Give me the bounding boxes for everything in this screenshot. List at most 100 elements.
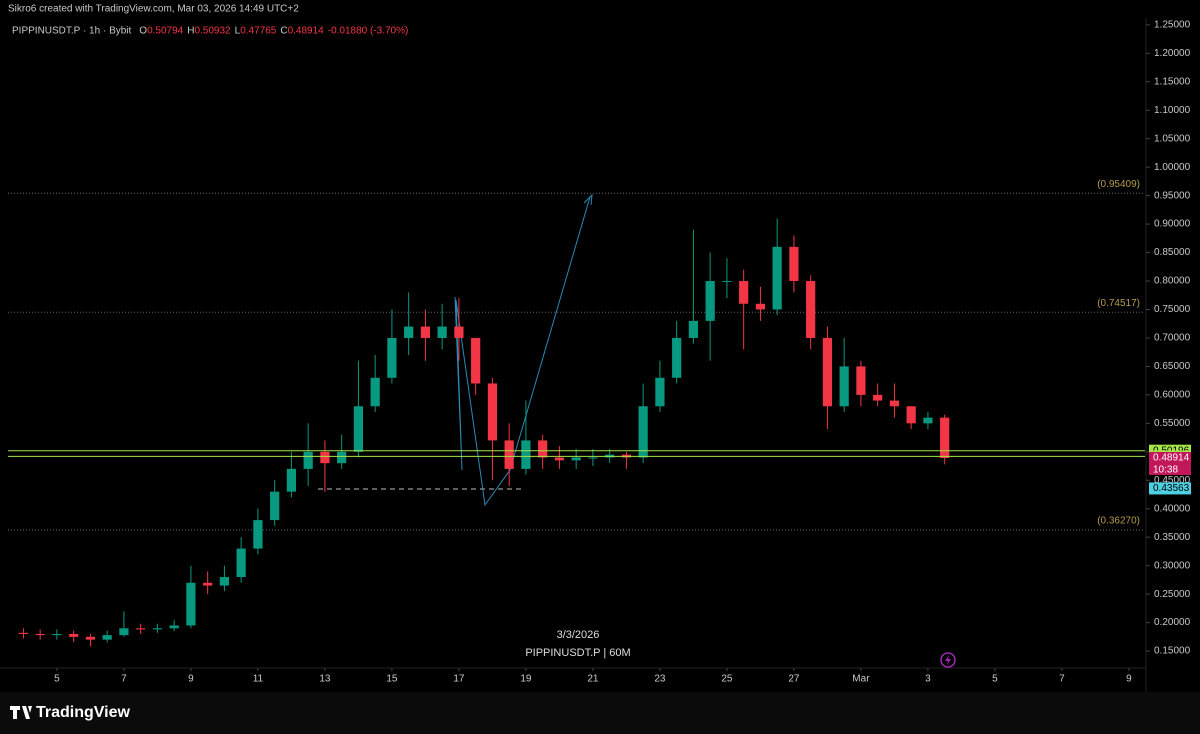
y-tick-label: 1.10000 [1154,105,1191,116]
candle-body [420,326,431,338]
price-tag-label: 0.48914 [1153,453,1190,464]
ohlc-legend: O 0.50794 H 0.50932 L 0.47765 C 0.48914 -0.01880… [139,26,408,37]
candle-body [554,457,565,461]
candle-body [755,303,766,310]
y-tick-label: 0.65000 [1154,361,1191,372]
y-tick-label: 0.20000 [1154,617,1191,628]
y-tick-label: 0.35000 [1154,532,1191,543]
alert-bolt [945,655,951,665]
projection-path [454,196,591,507]
y-tick-label: 0.90000 [1154,219,1191,230]
x-tick-label: 3 [925,674,931,685]
x-tick-label: 5 [54,674,60,685]
candle-body [822,337,833,407]
candle-body [454,326,464,338]
symbol: PIPPINUSDT.P · 1h · Bybit [12,26,132,37]
level-label: (0.95409) [1097,179,1140,190]
candle-body [655,377,665,407]
x-tick-label: 5 [992,674,998,685]
x-tick-label: 13 [319,674,331,685]
candle-body [873,394,883,401]
candle-body [789,246,799,282]
candle-body [353,406,364,452]
y-tick-label: 0.80000 [1154,276,1191,287]
candle-body [504,440,514,469]
candle-body [69,633,79,637]
y-tick-label: 1.20000 [1154,48,1191,59]
candle-body [85,636,96,640]
candle-body [571,457,581,461]
y-tick-label: 0.40000 [1154,503,1191,514]
y-tick-label: 1.15000 [1154,76,1191,87]
x-tick-label: 17 [453,674,465,685]
alert-icon[interactable] [940,652,956,668]
x-tick-label: 27 [788,674,800,685]
candle-body [923,417,933,424]
brand: TradingView [36,704,131,721]
candle-body [906,406,916,424]
candle-body [219,577,230,586]
candle-body [119,628,129,636]
countdown: 10:38 [1153,465,1178,476]
candle-body [722,281,732,283]
price-tag [1149,451,1191,464]
x-tick-label: 25 [721,674,733,685]
candle-body [772,246,782,310]
legend-value: 0.50794 [147,26,184,37]
legend-value: 0.50932 [194,26,231,37]
candle-body [688,320,699,338]
x-tick-label: 15 [386,674,398,685]
candle-body [638,406,648,458]
candle-body [236,548,246,578]
legend-key: L [235,26,241,37]
x-tick-label: Mar [852,674,870,685]
x-tick-label: 9 [1126,674,1132,685]
x-tick-label: 7 [121,674,127,685]
y-tick-label: 0.95000 [1154,190,1191,201]
y-tick-label: 0.55000 [1154,418,1191,429]
brand-logo [10,706,32,719]
y-tick-label: 0.45000 [1154,475,1191,486]
candle-body [588,457,598,459]
y-tick-label: 0.60000 [1154,390,1191,401]
level-label: (0.74517) [1097,298,1140,309]
candle-body [705,281,715,321]
credit: Sikro6 created with TradingView.com, Mar… [8,4,299,15]
projection-arrow [583,193,593,206]
candle-body [270,491,280,521]
candle-body [203,582,213,586]
candle-body [471,337,481,384]
candle-body [487,383,498,441]
y-tick-label: 1.05000 [1154,133,1191,144]
candle-body [152,628,163,630]
x-tick-label: 23 [654,674,666,685]
y-tick-label: 0.30000 [1154,560,1191,571]
y-tick-label: 0.75000 [1154,304,1191,315]
y-tick-label: 0.70000 [1154,333,1191,344]
candle-body [839,366,849,407]
candle-body [672,337,682,378]
y-tick-label: 1.00000 [1154,162,1191,173]
x-tick-label: 9 [188,674,194,685]
watermark-symbol: PIPPINUSDT.P | 60M [525,647,630,659]
legend-value: 0.48914 [288,26,325,37]
candle-body [889,400,900,407]
x-tick-label: 21 [587,674,599,685]
candle-body [136,628,146,630]
x-tick-label: 11 [253,674,264,685]
price-tag-label: 0.43563 [1153,483,1190,494]
candle-body [169,625,179,629]
candle-body [437,326,447,338]
candle-body [253,520,263,549]
y-tick-label: 1.25000 [1154,19,1191,30]
legend-key: O [139,26,147,37]
candle-body [286,468,297,492]
countdown-box [1149,463,1191,475]
footer-bar [0,692,1200,734]
legend-change: -0.01880 (-3.70%) [328,26,409,37]
y-tick-label: 0.85000 [1154,247,1191,258]
x-tick-label: 7 [1059,674,1065,685]
